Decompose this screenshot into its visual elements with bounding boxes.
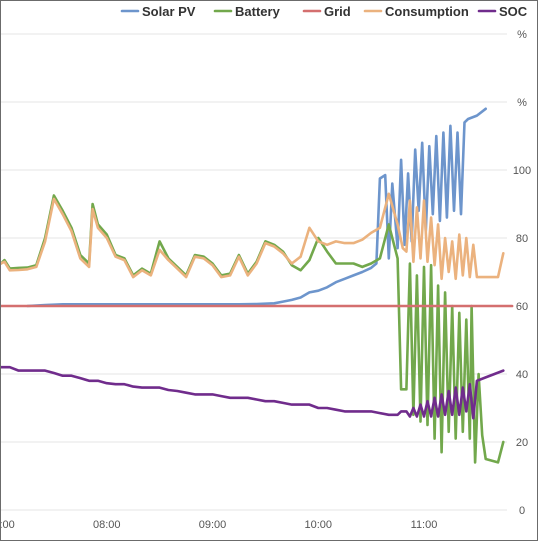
y-tick-label: 80: [516, 233, 528, 245]
x-tick-label: 09:00: [199, 519, 227, 531]
y-tick-label: %: [517, 97, 527, 109]
legend-label: Consumption: [385, 4, 469, 19]
legend-label: Grid: [324, 4, 351, 19]
x-axis-tick-labels: 07:00 08:00 09:00 10:00 11:00: [1, 519, 437, 531]
legend-item-grid[interactable]: Grid: [302, 4, 351, 19]
series-lines: [1, 107, 514, 464]
series-line-consumption: [1, 192, 505, 281]
y-tick-label: 60: [516, 301, 528, 313]
legend-item-solar-pv[interactable]: Solar PV: [120, 4, 196, 19]
y-tick-label: 100: [513, 165, 531, 177]
x-tick-label: 08:00: [93, 519, 121, 531]
x-tick-label: 11:00: [411, 519, 438, 531]
y-tick-label: 0: [519, 505, 525, 517]
legend-label: SOC: [499, 4, 528, 19]
x-tick-label: 10:00: [304, 519, 332, 531]
y-tick-label: %: [517, 29, 527, 41]
y-tick-label: 40: [516, 369, 528, 381]
series-line-solar-pv: [26, 107, 487, 308]
legend-item-consumption[interactable]: Consumption: [363, 4, 469, 19]
legend-label: Battery: [235, 4, 281, 19]
legend-label: Solar PV: [142, 4, 196, 19]
series-line-battery: [1, 194, 505, 464]
y-axis-tick-labels: 0 20 40 60 80 100%%: [513, 29, 531, 517]
legend-item-soc[interactable]: SOC: [477, 4, 528, 19]
legend-item-battery[interactable]: Battery: [213, 4, 281, 19]
legend[interactable]: Solar PV Battery Grid Consumption SOC: [120, 4, 528, 19]
y-tick-label: 20: [516, 437, 528, 449]
x-tick-label: 07:00: [1, 519, 15, 531]
series-line-soc: [1, 365, 505, 420]
